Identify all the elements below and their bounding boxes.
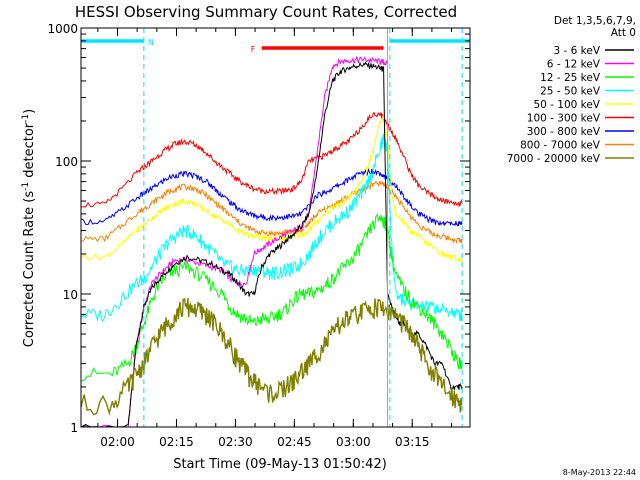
chart-title: HESSI Observing Summary Count Rates, Cor… (75, 3, 457, 21)
y-axis-label-sup1: -1 (21, 182, 31, 191)
series-line (80, 297, 463, 416)
legend-entry-label: 6 - 12 keV (547, 59, 601, 71)
legend-entry-label: 3 - 6 keV (553, 45, 600, 57)
y-tick-label: 100 (55, 155, 78, 169)
series-line (80, 111, 463, 208)
legend-title: Det 1,3,5,6,7,9, (554, 15, 636, 27)
plot-frame (80, 27, 471, 428)
flag-n-label: N (148, 38, 154, 47)
y-axis-ticks: 1 10 100 1000 (47, 22, 470, 435)
legend-entry-label: 25 - 50 keV (540, 86, 601, 98)
series-line (80, 55, 388, 428)
series-line (80, 133, 463, 323)
y-axis-label-part2: detector (22, 122, 37, 182)
y-axis-label-part3: ) (22, 109, 37, 114)
legend-attenuator: Att 0 (611, 27, 636, 39)
legend-entry-label: 800 - 7000 keV (520, 140, 601, 152)
x-axis-label: Start Time (09-May-13 01:50:42) (173, 457, 387, 472)
x-tick-label: 02:45 (277, 435, 312, 449)
series-line (80, 114, 463, 263)
x-tick-label: 03:15 (395, 435, 430, 449)
legend-entry-label: 300 - 800 keV (527, 126, 601, 138)
x-tick-label: 03:00 (336, 435, 371, 449)
series-line (80, 167, 463, 227)
y-axis-label-part1: Corrected Count Rate (s (22, 191, 37, 348)
flag-bars: NF (81, 38, 470, 54)
y-axis-label: Corrected Count Rate (s-1 detector-1) (21, 109, 37, 347)
series-layer (80, 55, 463, 428)
x-axis-ticks: 02:00 02:15 02:30 02:45 03:00 03:15 (97, 28, 453, 449)
x-tick-label: 02:30 (218, 435, 253, 449)
legend-entry-label: 100 - 300 keV (527, 113, 601, 125)
legend-entry-label: 50 - 100 keV (533, 99, 600, 111)
y-tick-label: 1000 (47, 22, 78, 36)
y-tick-label: 1 (70, 421, 78, 435)
vertical-markers (143, 28, 463, 427)
series-line (80, 212, 463, 382)
x-tick-label: 02:00 (100, 435, 135, 449)
footer-date: 8-May-2013 22:44 (563, 468, 636, 477)
legend-entry-label: 12 - 25 keV (540, 72, 601, 84)
y-axis-label-sup2: -1 (21, 114, 31, 123)
series-line (80, 180, 463, 245)
y-tick-label: 10 (63, 288, 78, 302)
flag-f-label: F (251, 45, 256, 54)
legend-entry-label: 7000 - 20000 keV (507, 153, 601, 165)
x-tick-label: 02:15 (159, 435, 194, 449)
